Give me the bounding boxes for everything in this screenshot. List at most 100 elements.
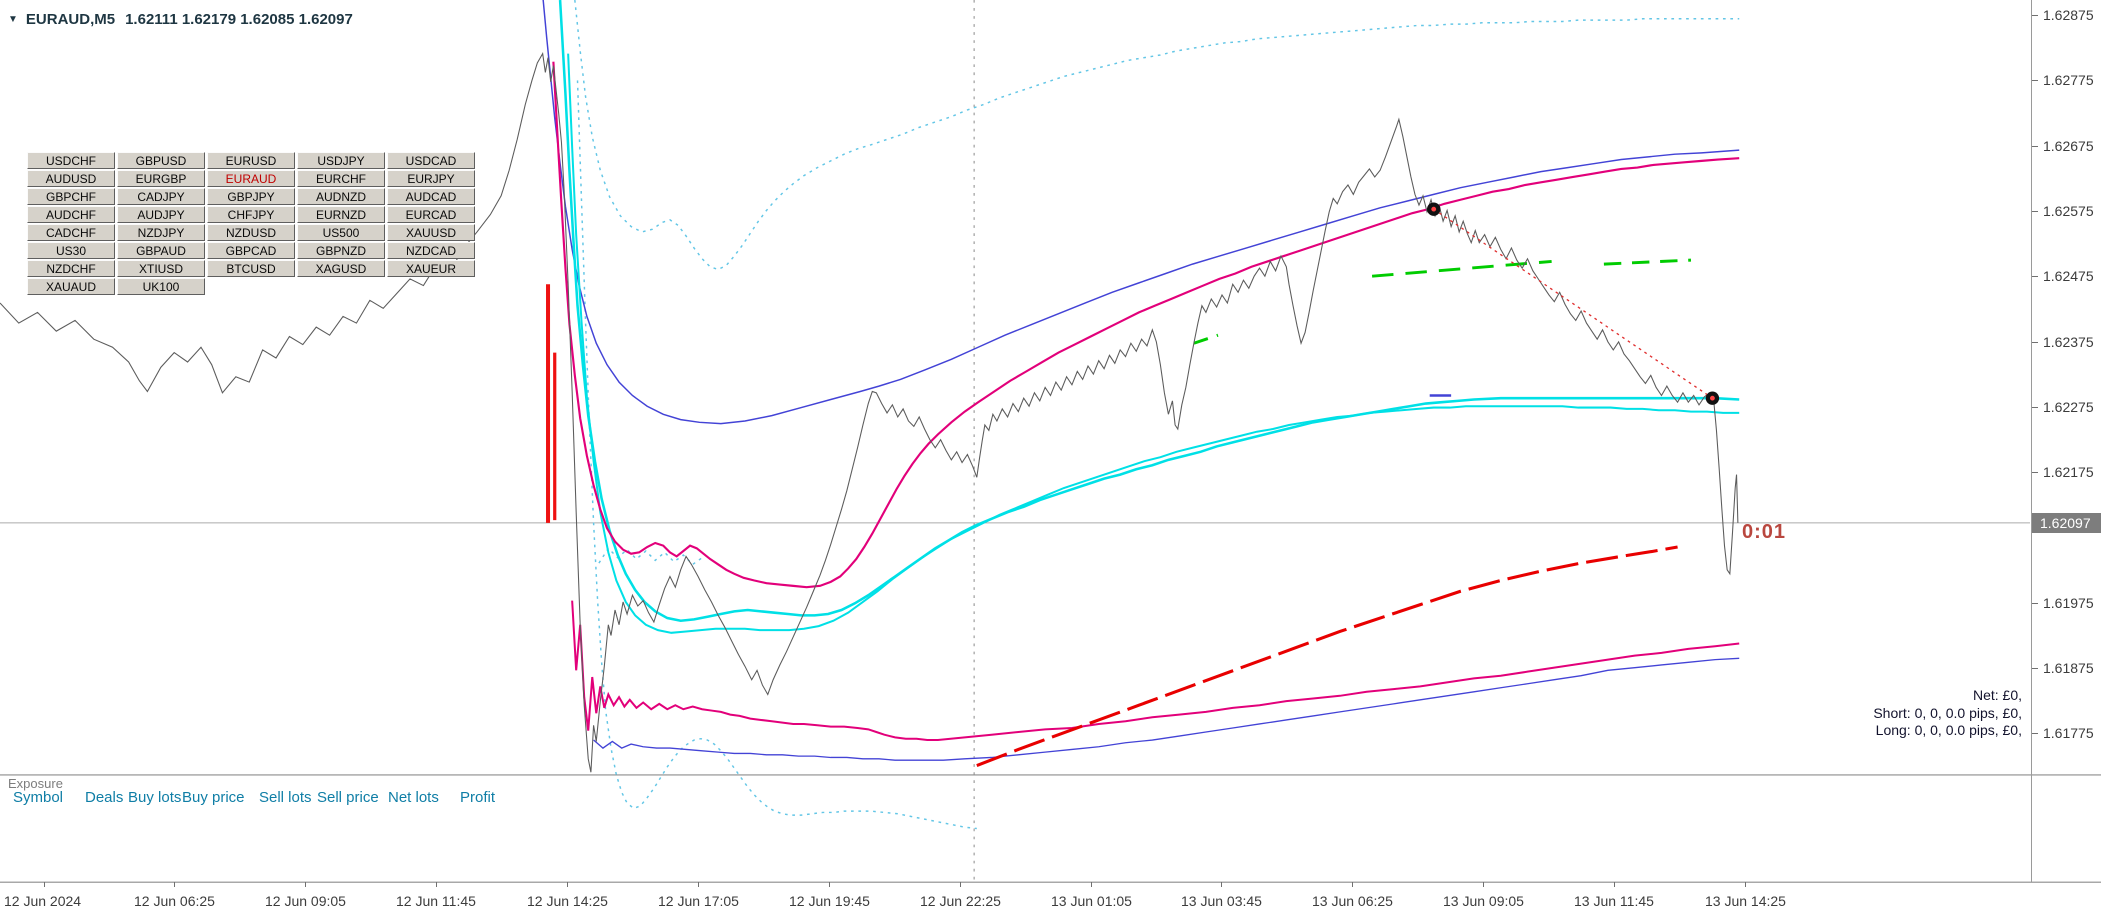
watchlist-symbol-cadchf[interactable]: CADCHF	[27, 224, 115, 241]
watchlist-symbol-eurgbp[interactable]: EURGBP	[117, 170, 205, 187]
watchlist-symbol-nzdusd[interactable]: NZDUSD	[207, 224, 295, 241]
time-axis-tick	[1483, 882, 1484, 887]
candle-countdown-timer: 0:01	[1742, 521, 1787, 543]
watchlist-symbol-usdchf[interactable]: USDCHF	[27, 152, 115, 169]
time-axis-label: 13 Jun 09:05	[1443, 893, 1524, 909]
time-axis-tick	[1745, 882, 1746, 887]
time-axis-label: 12 Jun 09:05	[265, 893, 346, 909]
time-axis-label: 12 Jun 19:45	[789, 893, 870, 909]
watchlist-symbol-gbpusd[interactable]: GBPUSD	[117, 152, 205, 169]
time-axis-tick	[436, 882, 437, 887]
ma-cyan-primary	[558, 0, 1740, 623]
summary-long-line: Long: 0, 0, 0.0 pips, £0,	[1875, 722, 2022, 738]
time-axis-label: 12 Jun 14:25	[527, 893, 608, 909]
watchlist-symbol-chfjpy[interactable]: CHFJPY	[207, 206, 295, 223]
watchlist-symbol-uk100[interactable]: UK100	[117, 278, 205, 295]
watchlist-symbol-gbpchf[interactable]: GBPCHF	[27, 188, 115, 205]
watchlist-symbol-xauusd[interactable]: XAUUSD	[387, 224, 475, 241]
band-mid-dotted	[598, 547, 703, 566]
watchlist-row: GBPCHF CADJPY GBPJPY AUDNZD AUDCAD	[27, 188, 477, 206]
watchlist-symbol-audnzd[interactable]: AUDNZD	[297, 188, 385, 205]
current-price-tag: 1.62097	[2032, 513, 2101, 534]
chart-header: ▼ EURAUD,M5 1.62111 1.62179 1.62085 1.62…	[8, 11, 353, 28]
time-axis-label: 13 Jun 11:45	[1574, 893, 1654, 909]
time-axis-label: 13 Jun 01:05	[1051, 893, 1132, 909]
watchlist-row: AUDUSD EURGBP EURAUD EURCHF EURJPY	[27, 170, 477, 188]
time-axis-tick	[829, 882, 830, 887]
exposure-column-deals: Deals	[85, 789, 124, 806]
chart-ohlc-values: 1.62111 1.62179 1.62085 1.62097	[125, 11, 353, 28]
price-axis-label: 1.62175	[2043, 464, 2094, 481]
watchlist-symbol-gbpnzd[interactable]: GBPNZD	[297, 242, 385, 259]
watchlist-symbol-cadjpy[interactable]: CADJPY	[117, 188, 205, 205]
time-axis-label: 13 Jun 06:25	[1312, 893, 1393, 909]
price-axis-label: 1.62375	[2043, 333, 2094, 350]
watchlist-symbol-xtiusd[interactable]: XTIUSD	[117, 260, 205, 277]
watchlist-symbol-xauaud[interactable]: XAUAUD	[27, 278, 115, 295]
green-dash-2	[1371, 259, 1552, 278]
summary-short-line: Short: 0, 0, 0.0 pips, £0,	[1873, 704, 2022, 721]
time-axis-label: 12 Jun 11:45	[396, 893, 476, 909]
watchlist-symbol-eurusd[interactable]: EURUSD	[207, 152, 295, 169]
price-axis-label: 1.62475	[2043, 268, 2094, 285]
price-axis-tick	[2032, 341, 2038, 343]
time-axis-tick	[567, 882, 568, 887]
watchlist-row: US30 GBPAUD GBPCAD GBPNZD NZDCAD	[27, 242, 477, 260]
trade-marker-dot	[1431, 206, 1437, 212]
watchlist-symbol-us500[interactable]: US500	[297, 224, 385, 241]
price-axis-tick	[2032, 276, 2038, 278]
band-lower-blue	[593, 657, 1740, 761]
watchlist-symbol-us30[interactable]: US30	[27, 242, 115, 259]
watchlist-symbol-xaueur[interactable]: XAUEUR	[387, 260, 475, 277]
watchlist-row: NZDCHF XTIUSD BTCUSD XAGUSD XAUEUR	[27, 260, 477, 278]
watchlist-symbol-eurcad[interactable]: EURCAD	[387, 206, 475, 223]
time-axis-tick	[960, 882, 961, 887]
trade-marker-dot	[1710, 395, 1715, 401]
price-axis-tick	[2032, 668, 2038, 669]
band-upper-blue	[542, 0, 1740, 425]
watchlist-row: XAUAUD UK100	[27, 278, 477, 296]
price-axis-label: 1.61875	[2043, 660, 2094, 676]
trend-dotted-red[interactable]	[1433, 208, 1713, 399]
watchlist-symbol-eurnzd[interactable]: EURNZD	[297, 206, 385, 223]
price-axis-label: 1.62675	[2043, 137, 2094, 154]
watchlist-symbol-eurjpy[interactable]: EURJPY	[387, 170, 475, 187]
watchlist-symbol-gbpjpy[interactable]: GBPJPY	[207, 188, 295, 205]
watchlist-symbol-audchf[interactable]: AUDCHF	[27, 206, 115, 223]
time-axis-tick	[1614, 882, 1615, 887]
price-line	[0, 52, 1739, 773]
time-axis-tick	[174, 882, 175, 887]
watchlist-symbol-eurchf[interactable]: EURCHF	[297, 170, 385, 187]
symbol-dropdown-icon[interactable]: ▼	[8, 14, 18, 25]
watchlist-symbol-nzdcad[interactable]: NZDCAD	[387, 242, 475, 259]
watchlist-symbol-audcad[interactable]: AUDCAD	[387, 188, 475, 205]
time-axis[interactable]: 12 Jun 2024 12 Jun 06:25 12 Jun 09:05 12 Ju…	[0, 882, 2101, 913]
watchlist-symbol-xagusd[interactable]: XAGUSD	[297, 260, 385, 277]
exposure-table-header: Symbol Deals Buy lots Buy price Sell lots Sel…	[0, 789, 2030, 807]
price-axis-label: 1.62275	[2043, 398, 2094, 415]
watchlist-symbol-gbpaud[interactable]: GBPAUD	[117, 242, 205, 259]
watchlist-grid: USDCHF GBPUSD EURUSD USDJPY USDCAD AUDUSD EURG…	[27, 152, 477, 296]
time-axis-tick	[1352, 882, 1353, 887]
watchlist-symbol-gbpcad[interactable]: GBPCAD	[207, 242, 295, 259]
panel-tab-exposure[interactable]: Exposure	[8, 776, 63, 791]
watchlist-symbol-audusd[interactable]: AUDUSD	[27, 170, 115, 187]
watchlist-symbol-euraud[interactable]: EURAUD	[207, 170, 295, 187]
time-axis-label: 12 Jun 17:05	[658, 893, 739, 909]
time-axis-tick	[1091, 882, 1092, 887]
price-axis[interactable]: 1.62875 1.62775 1.62675 1.62575 1.62475 1.623…	[2031, 0, 2101, 882]
watchlist-symbol-nzdchf[interactable]: NZDCHF	[27, 260, 115, 277]
ma-cyan-secondary	[567, 53, 1740, 634]
price-axis-tick	[2032, 472, 2038, 474]
watchlist-symbol-btcusd[interactable]: BTCUSD	[207, 260, 295, 277]
time-axis-tick	[698, 882, 699, 887]
watchlist-symbol-nzdjpy[interactable]: NZDJPY	[117, 224, 205, 241]
watchlist-symbol-audjpy[interactable]: AUDJPY	[117, 206, 205, 223]
time-axis-label: 13 Jun 03:45	[1181, 893, 1262, 909]
watchlist-symbol-usdcad[interactable]: USDCAD	[387, 152, 475, 169]
time-axis-label: 12 Jun 06:25	[134, 893, 215, 909]
price-axis-label: 1.62875	[2043, 7, 2094, 23]
exposure-column-buy-price: Buy price	[182, 789, 245, 806]
watchlist-symbol-usdjpy[interactable]: USDJPY	[297, 152, 385, 169]
